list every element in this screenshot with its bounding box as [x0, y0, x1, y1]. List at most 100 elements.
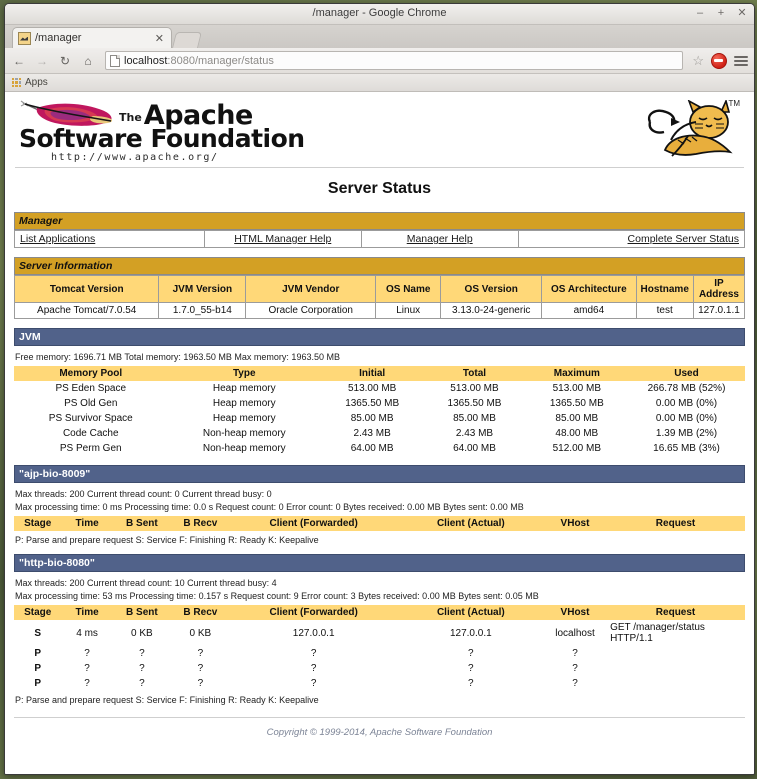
- forward-icon[interactable]: →: [36, 53, 48, 68]
- table-row: PS Old Gen Heap memory 1365.50 MB 1365.50 M…: [14, 396, 745, 412]
- back-icon[interactable]: ←: [13, 53, 25, 68]
- table-cell: 85.00 MB: [321, 411, 424, 427]
- table-cell: ?: [61, 676, 113, 692]
- manager-link-cell: List Applications: [14, 230, 205, 248]
- page-info-icon[interactable]: [110, 54, 120, 67]
- table-cell: ?: [61, 661, 113, 677]
- table-cell: ?: [112, 661, 172, 677]
- table-cell: Oracle Corporation: [245, 302, 377, 319]
- table-cell: 64.00 MB: [423, 441, 526, 457]
- maximize-button[interactable]: +: [717, 7, 725, 19]
- table-row: P??????: [14, 676, 745, 692]
- column-header: VHost: [543, 516, 607, 532]
- new-tab-button[interactable]: [172, 32, 202, 48]
- url-text: localhost:8080/manager/status: [124, 55, 274, 67]
- table-cell: 2.43 MB: [423, 426, 526, 442]
- table-cell: 1365.50 MB: [525, 396, 628, 412]
- tab-strip: /manager ✕: [5, 25, 754, 48]
- column-header: VHost: [543, 605, 607, 621]
- url-host: localhost: [124, 54, 168, 67]
- tab-manager[interactable]: /manager ✕: [12, 27, 172, 48]
- bookmarks-bar: Apps: [5, 74, 754, 92]
- extension-icon[interactable]: [711, 52, 727, 69]
- column-header: B Recv: [171, 516, 230, 532]
- table-cell: ?: [543, 661, 607, 677]
- table-cell: amd64: [541, 302, 637, 319]
- column-header: Request: [606, 516, 745, 532]
- table-cell: 64.00 MB: [321, 441, 424, 457]
- apps-label[interactable]: Apps: [25, 77, 48, 88]
- manager-links-table: List Applications HTML Manager Help Manage…: [14, 230, 746, 248]
- table-row: P??????: [14, 646, 745, 662]
- connector-processing-line: Max processing time: 53 ms Processing ti…: [15, 591, 539, 602]
- table-cell: 0 KB: [171, 620, 230, 647]
- manager-link-manager-help[interactable]: Manager Help: [406, 233, 473, 245]
- table-cell: [606, 661, 745, 677]
- table-cell: 85.00 MB: [423, 411, 526, 427]
- asf-the-text: The: [119, 111, 142, 124]
- manager-link-html-manager-help[interactable]: HTML Manager Help: [234, 233, 332, 245]
- table-cell: ?: [112, 646, 172, 662]
- table-cell: ?: [229, 661, 398, 677]
- browser-window: /manager - Google Chrome – + ✕ /manager …: [4, 3, 755, 775]
- table-cell: ?: [171, 676, 230, 692]
- column-header: Initial: [321, 366, 424, 382]
- apps-grid-icon[interactable]: [12, 78, 21, 87]
- manager-link-list-applications[interactable]: List Applications: [20, 233, 96, 245]
- column-header: OS Architecture: [541, 275, 637, 303]
- manager-links-row: List Applications HTML Manager Help Manage…: [14, 230, 746, 248]
- close-button[interactable]: ✕: [737, 7, 747, 19]
- column-header: Used: [627, 366, 745, 382]
- footer-divider: [14, 717, 745, 719]
- table-cell: Apache Tomcat/7.0.54: [13, 302, 160, 319]
- address-bar[interactable]: localhost:8080/manager/status: [105, 51, 684, 70]
- table-header-row: Memory Pool Type Initial Total Maximum Used: [14, 366, 745, 382]
- table-cell: localhost: [543, 620, 607, 647]
- server-information-table: Tomcat Version JVM Version JVM Vendor OS Na…: [13, 275, 746, 319]
- table-cell: test: [635, 302, 694, 319]
- table-cell: 2.43 MB: [321, 426, 424, 442]
- table-cell: 48.00 MB: [525, 426, 628, 442]
- column-header: Tomcat Version: [13, 275, 160, 303]
- tab-close-icon[interactable]: ✕: [154, 32, 164, 45]
- table-cell: 3.13.0-24-generic: [440, 302, 543, 319]
- window-titlebar: /manager - Google Chrome – + ✕: [5, 4, 754, 25]
- table-cell: 4 ms: [61, 620, 113, 647]
- table-cell: Non-heap memory: [167, 441, 321, 457]
- manager-link-complete-server-status[interactable]: Complete Server Status: [627, 233, 739, 245]
- tomcat-cat-icon: [647, 98, 733, 157]
- table-cell: Heap memory: [167, 381, 321, 397]
- table-cell: [606, 676, 745, 692]
- home-icon[interactable]: ⌂: [84, 53, 92, 68]
- bookmark-star-icon[interactable]: ☆: [692, 52, 704, 68]
- page-body: Manager List Applications HTML Manager He…: [5, 212, 754, 738]
- connector-section-header: "http-bio-8080": [14, 554, 745, 573]
- table-row: PS Eden Space Heap memory 513.00 MB 513.00 …: [14, 381, 745, 397]
- table-cell: 513.00 MB: [423, 381, 526, 397]
- manager-section-header: Manager: [14, 212, 745, 230]
- table-cell: 0.00 MB (0%): [627, 396, 745, 412]
- column-header: IP Address: [692, 275, 746, 303]
- column-header: Client (Actual): [397, 516, 544, 532]
- table-header-row: Stage Time B Sent B Recv Client (Forwarded) C…: [14, 605, 745, 621]
- jvm-section-header: JVM: [14, 328, 745, 346]
- chrome-menu-icon[interactable]: [734, 54, 748, 68]
- table-cell: 0 KB: [112, 620, 172, 647]
- asf-software-foundation-text: Software Foundation: [19, 124, 305, 153]
- tomcat-logo: TM: [638, 98, 740, 162]
- table-cell: PS Eden Space: [14, 381, 168, 397]
- table-cell: 1.39 MB (2%): [627, 426, 745, 442]
- table-cell: PS Perm Gen: [14, 441, 168, 457]
- manager-link-cell: Manager Help: [360, 230, 519, 248]
- table-cell: P: [14, 676, 62, 692]
- minimize-button[interactable]: –: [696, 7, 704, 19]
- table-cell: ?: [397, 676, 544, 692]
- table-row: P??????: [14, 661, 745, 677]
- reload-icon[interactable]: ↻: [59, 53, 71, 68]
- column-header: Memory Pool: [14, 366, 168, 382]
- connectors-container: "ajp-bio-8009" Max threads: 200 Current t…: [14, 465, 745, 705]
- table-row: PS Survivor Space Heap memory 85.00 MB 85.0…: [14, 411, 745, 427]
- page-title: Server Status: [327, 180, 432, 197]
- table-cell: 0.00 MB (0%): [627, 411, 745, 427]
